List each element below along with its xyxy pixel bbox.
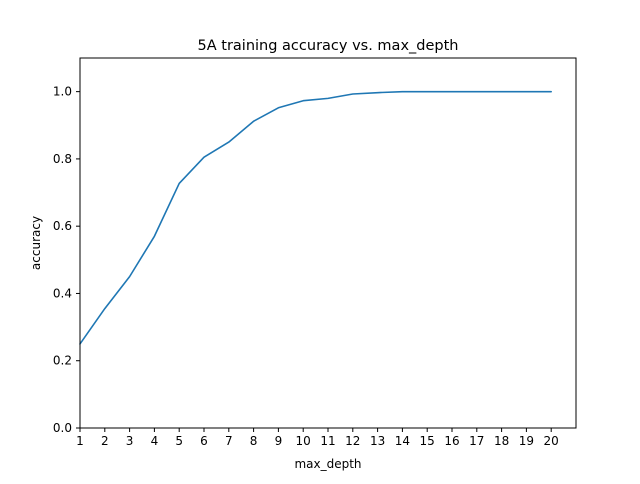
y-axis-label: accuracy	[29, 216, 43, 270]
x-tick-label: 16	[444, 434, 459, 448]
x-tick-label: 18	[494, 434, 509, 448]
x-tick-label: 20	[544, 434, 559, 448]
x-tick-label: 19	[519, 434, 534, 448]
y-tick-label: 0.4	[53, 286, 72, 300]
x-tick-label: 6	[200, 434, 208, 448]
series-line-0	[80, 92, 551, 344]
y-tick-label: 0.0	[53, 421, 72, 435]
chart-title: 5A training accuracy vs. max_depth	[198, 38, 459, 54]
series-layer	[80, 92, 551, 344]
plot-area-frame	[80, 58, 576, 428]
x-tick-label: 8	[250, 434, 258, 448]
x-tick-label: 12	[345, 434, 360, 448]
y-tick-label: 0.6	[53, 219, 72, 233]
x-tick-label: 14	[395, 434, 410, 448]
y-tick-label: 1.0	[53, 85, 72, 99]
y-tick-label: 0.2	[53, 354, 72, 368]
x-tick-label: 9	[275, 434, 283, 448]
x-tick-label: 13	[370, 434, 385, 448]
x-tick-label: 3	[126, 434, 134, 448]
x-tick-label: 11	[320, 434, 335, 448]
x-tick-label: 2	[101, 434, 109, 448]
x-tick-label: 10	[296, 434, 311, 448]
x-tick-label: 5	[175, 434, 183, 448]
x-tick-label: 1	[76, 434, 84, 448]
x-tick-label: 15	[420, 434, 435, 448]
y-tick-label: 0.8	[53, 152, 72, 166]
x-axis-label: max_depth	[294, 457, 361, 471]
x-tick-label: 4	[151, 434, 159, 448]
x-tick-label: 7	[225, 434, 233, 448]
x-tick-label: 17	[469, 434, 484, 448]
